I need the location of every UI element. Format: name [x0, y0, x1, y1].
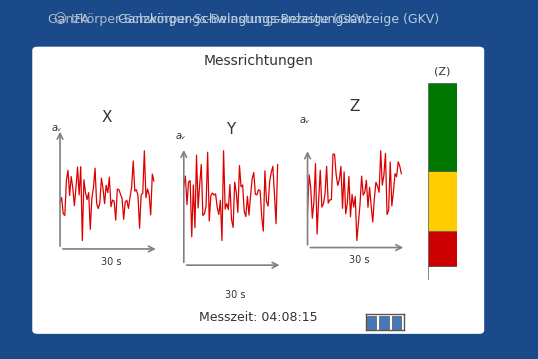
Text: Ganzkörper-Schwingungs-Belastungsanzeige (GKV): Ganzkörper-Schwingungs-Belastungsanzeige…: [48, 13, 370, 26]
Bar: [379, 316, 389, 329]
Bar: [428, 266, 457, 280]
Bar: [428, 83, 457, 172]
Text: aᵥ: aᵥ: [52, 122, 62, 132]
Text: Z: Z: [349, 99, 359, 115]
Text: X: X: [102, 110, 112, 125]
Text: 30 s: 30 s: [349, 255, 370, 265]
Text: aᵥ: aᵥ: [299, 115, 309, 125]
Bar: [367, 316, 377, 329]
Text: 30 s: 30 s: [225, 290, 246, 300]
Text: (Z): (Z): [434, 67, 450, 77]
Bar: [428, 171, 457, 231]
Bar: [428, 231, 457, 266]
Text: Messrichtungen: Messrichtungen: [203, 54, 313, 68]
Bar: [392, 316, 401, 329]
Text: aᵥ: aᵥ: [175, 131, 186, 141]
Text: 30 s: 30 s: [102, 257, 122, 267]
Text: ☺ IFA: ☺ IFA: [54, 13, 89, 26]
Text: Messzeit: 04:08:15: Messzeit: 04:08:15: [199, 311, 317, 324]
Text: Ganzkörper-Schwingungs-Belastungsanzeige (GKV): Ganzkörper-Schwingungs-Belastungsanzeige…: [118, 13, 440, 26]
Text: Y: Y: [226, 122, 235, 136]
